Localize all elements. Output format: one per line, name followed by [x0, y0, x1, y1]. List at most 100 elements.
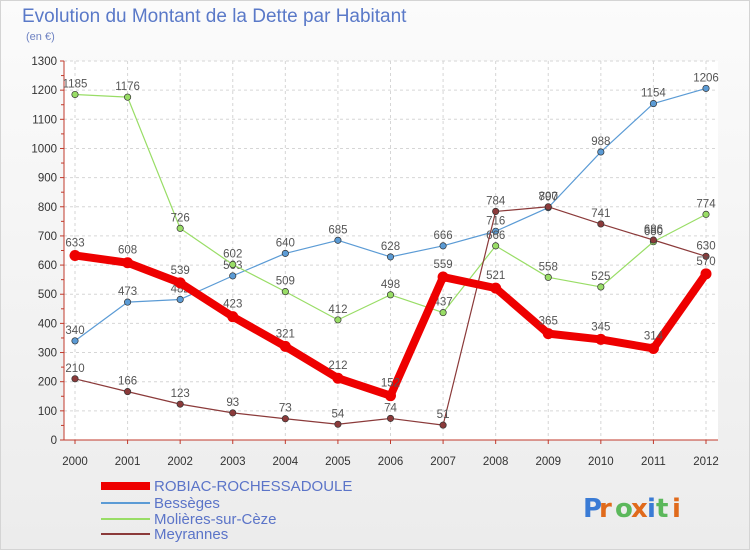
data-label: 633 — [65, 237, 84, 249]
x-tick-label: 2009 — [535, 456, 561, 468]
data-label: 73 — [279, 403, 292, 415]
data-point — [122, 257, 134, 269]
x-tick-label: 2008 — [483, 456, 509, 468]
data-point — [492, 242, 500, 250]
data-point — [229, 409, 237, 417]
data-label: 570 — [696, 256, 715, 268]
y-tick-label: 800 — [38, 202, 57, 214]
x-tick-label: 2003 — [220, 456, 246, 468]
logo-letter: P — [583, 494, 602, 524]
logo-letter: x — [631, 494, 648, 524]
data-label: 630 — [696, 240, 715, 252]
data-label: 74 — [384, 402, 397, 414]
data-point — [124, 298, 132, 306]
data-point — [492, 227, 500, 235]
data-label: 93 — [226, 397, 239, 409]
data-label: 1206 — [693, 72, 719, 84]
plot-area — [64, 61, 718, 440]
y-tick-label: 500 — [38, 289, 57, 301]
data-point — [597, 220, 605, 228]
data-point — [649, 236, 657, 244]
data-label: 212 — [328, 360, 347, 372]
data-label: 1154 — [641, 88, 666, 100]
data-point — [492, 207, 500, 215]
data-label: 680 — [644, 226, 663, 238]
data-label: 608 — [118, 245, 137, 257]
data-point — [702, 210, 710, 218]
data-point — [385, 390, 396, 402]
data-label: 716 — [486, 215, 505, 227]
y-tick-label: 1100 — [32, 114, 57, 126]
data-label: 166 — [118, 376, 137, 388]
data-point — [334, 316, 342, 324]
logo-letter: r — [599, 494, 612, 524]
data-label: 521 — [486, 270, 505, 282]
data-label: 340 — [65, 325, 84, 337]
data-label: 210 — [65, 363, 84, 375]
data-point — [647, 342, 659, 354]
data-label: 602 — [223, 248, 242, 260]
data-label: 473 — [118, 286, 137, 298]
data-point — [227, 311, 239, 323]
x-tick-label: 2004 — [273, 456, 299, 468]
data-point — [281, 415, 289, 423]
data-point — [544, 273, 552, 281]
data-point — [229, 272, 237, 280]
y-tick-label: 1000 — [31, 143, 57, 155]
data-label: 988 — [591, 136, 610, 148]
data-point — [176, 295, 184, 304]
data-label: 1185 — [63, 79, 88, 91]
data-label: 686 — [644, 224, 663, 236]
data-label: 539 — [171, 265, 190, 277]
data-point — [334, 236, 342, 244]
data-point — [386, 253, 395, 261]
x-tick-label: 2002 — [167, 456, 193, 468]
data-label: 559 — [433, 259, 452, 271]
data-point — [332, 372, 344, 384]
data-point — [176, 400, 184, 408]
data-label: 423 — [223, 299, 242, 311]
y-tick-label: 400 — [38, 318, 57, 330]
data-label: 54 — [332, 408, 345, 420]
data-point — [124, 93, 132, 101]
data-point — [700, 268, 712, 280]
data-label: 628 — [381, 241, 400, 253]
x-tick-label: 2007 — [430, 456, 456, 468]
data-label: 123 — [171, 388, 190, 400]
data-label: 640 — [276, 237, 295, 249]
data-point — [71, 90, 79, 99]
x-tick-label: 2012 — [693, 456, 719, 468]
legend-label: Molières-sur-Cèze — [154, 511, 277, 528]
proxiti-logo: Pr ox i t i — [583, 494, 681, 524]
data-point — [595, 333, 607, 345]
legend-label: Bessèges — [154, 495, 220, 512]
x-tick-label: 2011 — [641, 456, 666, 468]
series-meyrannes: 210 166 123 93 73 54 74 51 784 800 741 686 630 — [65, 191, 716, 429]
y-tick-label: 200 — [38, 377, 57, 389]
legend: ROBIAC-ROCHESSADOULEBessègesMolières-sur… — [101, 478, 352, 543]
series-layer: 3404734825636406856286667167979881154120… — [63, 72, 719, 429]
x-tick-label: 2000 — [62, 456, 88, 468]
y-tick-label: 1200 — [31, 85, 57, 97]
data-point — [174, 277, 186, 289]
data-label: 784 — [486, 195, 506, 207]
data-point — [649, 100, 657, 108]
data-point — [439, 242, 447, 250]
data-point — [439, 309, 447, 317]
y-tick-label: 1300 — [31, 56, 57, 68]
data-label: 741 — [591, 208, 610, 220]
axes: 0 100 200 300 400 500 600 700 800 900 1000 1100 1200… — [31, 56, 718, 468]
data-point — [281, 288, 289, 296]
series-robiac-rochessadoule: 633 608 539 423 321 212 152 559 521 365 345 314 570 — [65, 237, 716, 402]
y-tick-label: 900 — [38, 173, 57, 185]
data-label: 558 — [539, 261, 558, 273]
legend-label: Meyrannes — [154, 526, 228, 543]
data-label: 321 — [276, 328, 295, 340]
data-point — [702, 84, 710, 92]
data-point — [437, 271, 449, 283]
data-point — [176, 224, 184, 232]
data-point — [71, 337, 79, 345]
x-tick-label: 2006 — [378, 456, 404, 468]
data-label: 1176 — [115, 81, 140, 93]
